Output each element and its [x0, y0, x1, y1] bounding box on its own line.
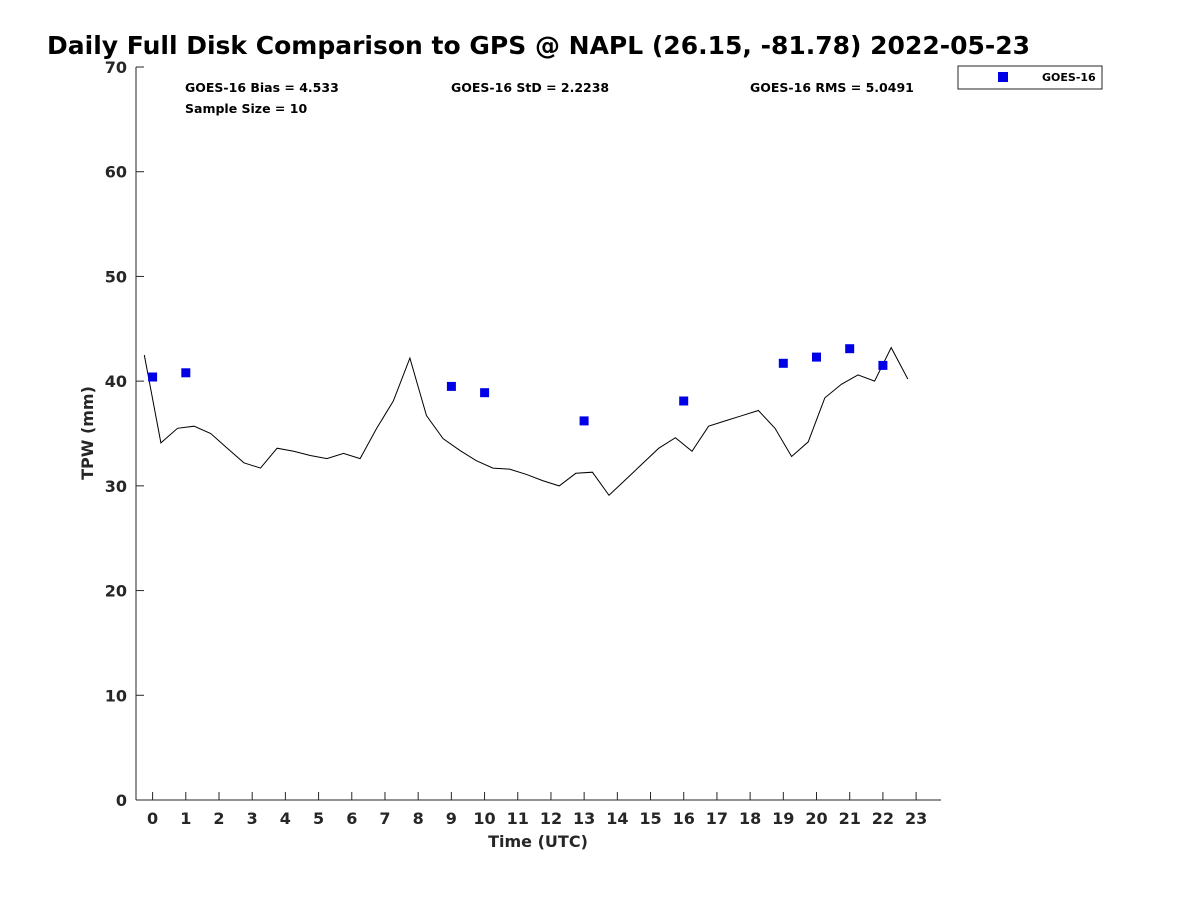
chart-title: Daily Full Disk Comparison to GPS @ NAPL…: [47, 31, 1030, 60]
gps-series-line: [143, 346, 909, 497]
y-axis-label: TPW (mm): [78, 386, 97, 480]
x-tick-label: 18: [739, 809, 761, 828]
x-axis-label: Time (UTC): [488, 832, 588, 851]
y-ticks: 0 10 20 30 40 50 60 70: [105, 58, 144, 810]
legend-label: GOES-16: [1042, 71, 1096, 84]
goes16-point: [845, 344, 855, 354]
goes16-point: [778, 358, 788, 368]
x-tick-label: 11: [507, 809, 529, 828]
legend: GOES-16: [957, 65, 1103, 90]
x-tick-label: 10: [473, 809, 495, 828]
x-tick-label: 16: [673, 809, 695, 828]
x-tick-label: 1: [180, 809, 191, 828]
x-tick-label: 8: [413, 809, 424, 828]
x-tick-label: 0: [147, 809, 158, 828]
x-tick-label: 4: [280, 809, 291, 828]
x-tick-label: 2: [213, 809, 224, 828]
legend-box: [957, 65, 1103, 90]
goes16-point: [148, 372, 158, 382]
std-stat: GOES-16 StD = 2.2238: [451, 80, 609, 95]
goes16-point: [812, 352, 821, 362]
goes16-point: [181, 368, 191, 378]
y-tick-label: 50: [105, 267, 127, 286]
y-tick-label: 10: [105, 686, 127, 705]
y-tick-label: 0: [116, 791, 127, 810]
x-tick-label: 12: [540, 809, 562, 828]
x-tick-label: 13: [573, 809, 595, 828]
series-layer: [143, 344, 909, 497]
x-tick-label: 3: [247, 809, 258, 828]
x-tick-label: 7: [379, 809, 390, 828]
bias-stat: GOES-16 Bias = 4.533: [185, 80, 339, 95]
x-tick-label: 20: [805, 809, 827, 828]
y-tick-label: 30: [105, 477, 127, 496]
goes16-point: [480, 388, 490, 398]
x-tick-label: 9: [446, 809, 457, 828]
y-tick-label: 60: [105, 163, 127, 182]
goes16-point: [878, 360, 888, 370]
goes16-point: [579, 416, 589, 426]
x-tick-label: 17: [706, 809, 728, 828]
goes16-point: [679, 396, 689, 406]
x-tick-label: 21: [839, 809, 861, 828]
y-tick-label: 20: [105, 582, 127, 601]
x-ticks: 0 1 2 3 4 5 6 7 8 9 10 11 12 13 14 15 16 17 18 19 20 21 22 23: [147, 792, 927, 828]
legend-marker-icon: [998, 72, 1008, 82]
x-tick-label: 19: [772, 809, 794, 828]
rms-stat: GOES-16 RMS = 5.0491: [750, 80, 914, 95]
x-tick-label: 5: [313, 809, 324, 828]
axes: [135, 67, 941, 801]
x-tick-label: 22: [872, 809, 894, 828]
x-tick-label: 23: [905, 809, 927, 828]
sample-size-stat: Sample Size = 10: [185, 101, 307, 116]
y-tick-label: 70: [105, 58, 127, 77]
x-tick-label: 14: [606, 809, 628, 828]
y-tick-label: 40: [105, 372, 127, 391]
x-tick-label: 15: [639, 809, 661, 828]
goes16-point: [446, 381, 456, 391]
x-tick-label: 6: [346, 809, 357, 828]
